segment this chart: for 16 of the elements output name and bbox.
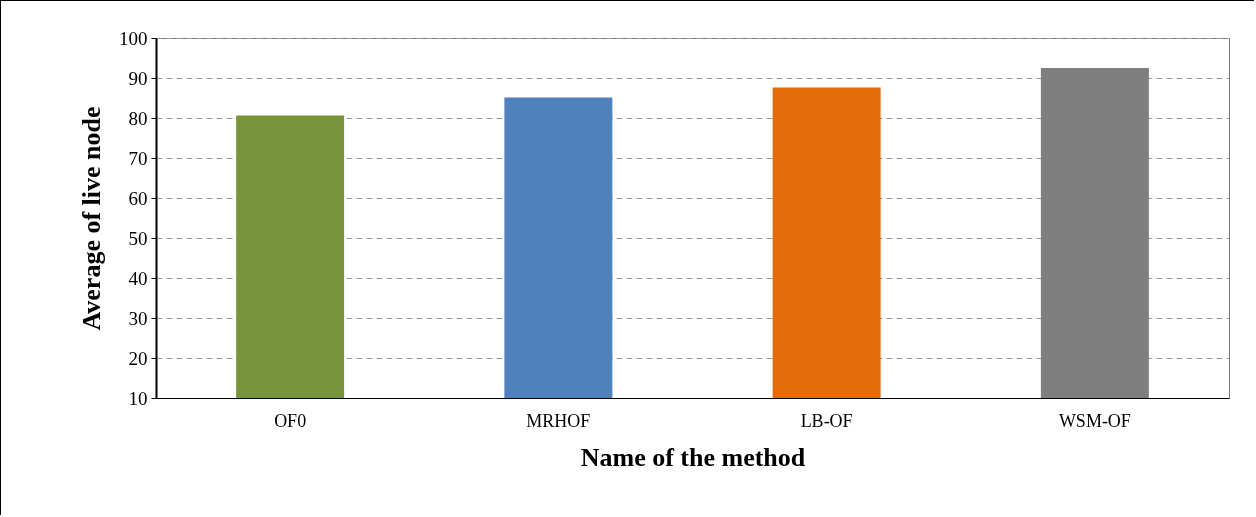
y-tick-label: 20 xyxy=(128,347,148,369)
y-tick-label: 90 xyxy=(128,67,148,89)
y-tick-label: 70 xyxy=(128,147,148,169)
y-tick-label: 80 xyxy=(128,107,148,129)
x-tick-label: LB-OF xyxy=(800,410,853,431)
y-axis-title: Average of live node xyxy=(77,106,106,331)
x-tick-label: MRHOF xyxy=(526,410,591,431)
y-tick-label: 50 xyxy=(128,227,148,249)
y-tick-label: 60 xyxy=(128,187,148,209)
x-tick-label: WSM-OF xyxy=(1058,410,1131,431)
y-tick-label: 40 xyxy=(128,267,148,289)
y-tick-label: 100 xyxy=(119,27,148,49)
y-tick-label: 30 xyxy=(128,307,148,329)
y-tick-label: 10 xyxy=(128,387,148,409)
x-axis-title: Name of the method xyxy=(580,442,806,472)
x-tick-label: OF0 xyxy=(274,410,307,431)
